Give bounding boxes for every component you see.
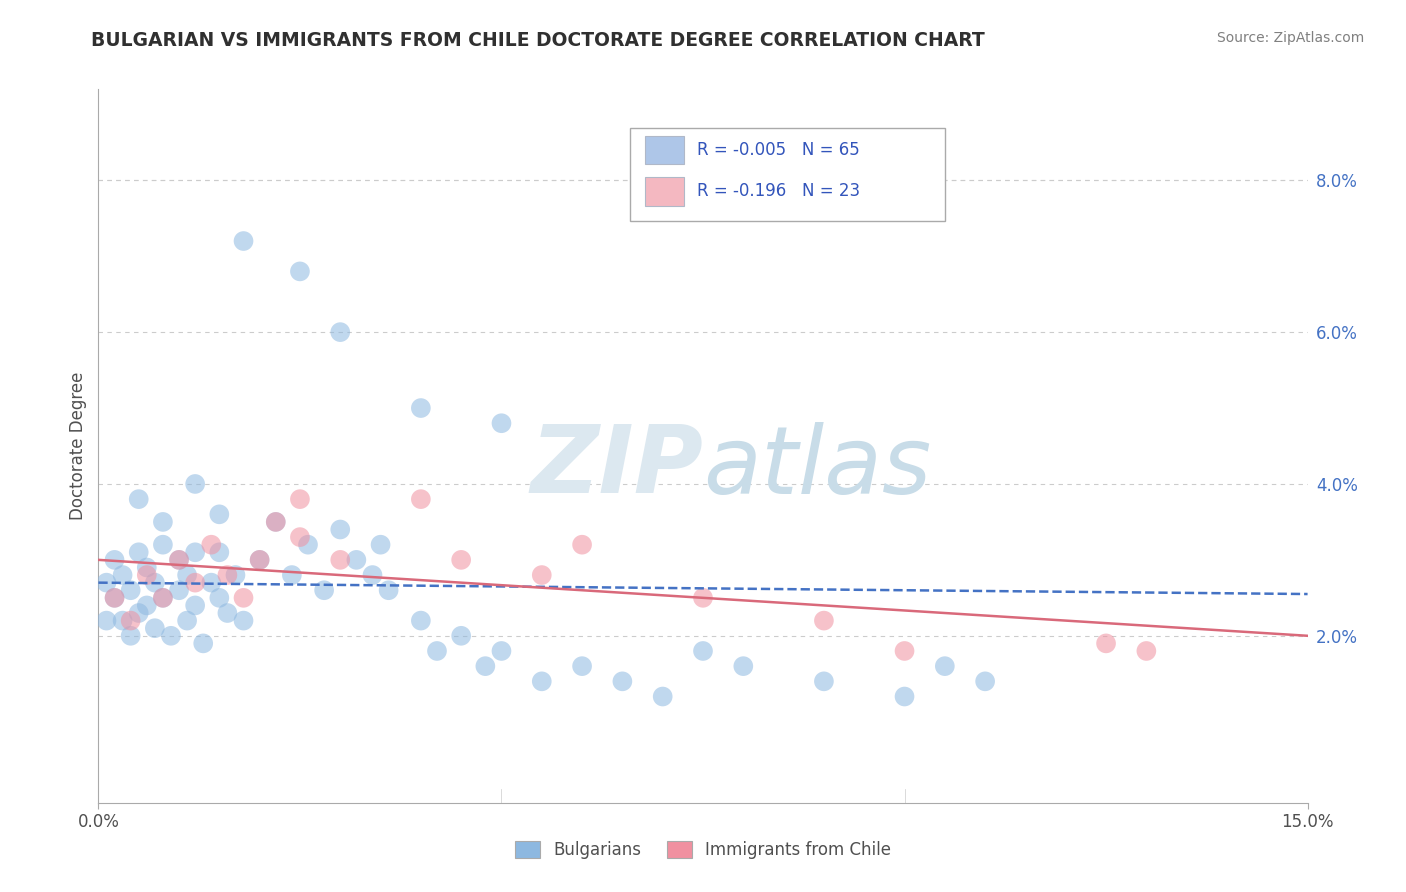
Point (491, 416, 513, 430)
Point (176, 568, 198, 582)
Point (974, 674, 997, 689)
Point (571, 538, 593, 552)
Point (200, 575, 222, 590)
Point (224, 568, 246, 582)
Text: R = -0.196   N = 23: R = -0.196 N = 23 (697, 182, 860, 200)
Text: R = -0.005   N = 65: R = -0.005 N = 65 (697, 141, 859, 159)
Point (111, 614, 134, 628)
Point (184, 599, 207, 613)
Point (152, 591, 174, 605)
Point (128, 492, 150, 507)
Point (733, 659, 755, 673)
Bar (645, 177, 683, 205)
Point (1135, 644, 1157, 658)
Point (96, 575, 118, 590)
Point (135, 599, 157, 613)
Point (692, 591, 714, 605)
Point (612, 674, 634, 689)
Point (329, 553, 352, 567)
Point (184, 477, 207, 491)
Point (344, 553, 367, 567)
Point (450, 553, 472, 567)
Point (167, 553, 190, 567)
Point (264, 515, 287, 529)
Point (893, 690, 915, 704)
Point (200, 538, 222, 552)
Point (167, 583, 190, 598)
Point (143, 575, 166, 590)
Point (813, 674, 835, 689)
Point (893, 644, 915, 658)
Point (409, 401, 432, 415)
Point (176, 614, 198, 628)
Point (426, 644, 449, 658)
Point (103, 591, 125, 605)
Point (288, 492, 311, 507)
Point (530, 674, 553, 689)
Point (152, 591, 174, 605)
Point (128, 606, 150, 620)
Point (288, 264, 311, 278)
Point (152, 515, 174, 529)
Point (184, 575, 207, 590)
Point (120, 614, 142, 628)
Point (813, 614, 835, 628)
Point (249, 553, 271, 567)
Text: BULGARIAN VS IMMIGRANTS FROM CHILE DOCTORATE DEGREE CORRELATION CHART: BULGARIAN VS IMMIGRANTS FROM CHILE DOCTO… (91, 31, 986, 50)
Point (103, 591, 125, 605)
Point (314, 583, 336, 598)
Point (135, 560, 157, 574)
Point (450, 629, 472, 643)
Point (651, 690, 673, 704)
Point (103, 553, 125, 567)
Point (232, 591, 254, 605)
Point (143, 621, 166, 635)
Point (692, 644, 714, 658)
Point (184, 545, 207, 559)
Legend: Bulgarians, Immigrants from Chile: Bulgarians, Immigrants from Chile (509, 834, 897, 866)
Text: ZIP: ZIP (530, 421, 703, 514)
Point (361, 568, 384, 582)
Text: atlas: atlas (703, 422, 931, 513)
Point (934, 659, 956, 673)
Point (329, 523, 352, 537)
Text: Source: ZipAtlas.com: Source: ZipAtlas.com (1216, 31, 1364, 45)
Point (249, 553, 271, 567)
Point (120, 583, 142, 598)
Point (1095, 636, 1118, 650)
Bar (645, 136, 683, 164)
Y-axis label: Doctorate Degree: Doctorate Degree (69, 372, 87, 520)
Point (297, 538, 319, 552)
Point (208, 508, 231, 522)
Point (491, 644, 513, 658)
Point (530, 568, 553, 582)
Point (128, 545, 150, 559)
Point (288, 530, 311, 544)
Point (217, 606, 239, 620)
FancyBboxPatch shape (630, 128, 945, 221)
Point (167, 553, 190, 567)
Point (111, 568, 134, 582)
Point (135, 568, 157, 582)
Point (160, 629, 183, 643)
Point (208, 545, 231, 559)
Point (474, 659, 496, 673)
Point (232, 614, 254, 628)
Point (409, 492, 432, 507)
Point (217, 568, 239, 582)
Point (96, 614, 118, 628)
Point (377, 583, 399, 598)
Point (208, 591, 231, 605)
Point (281, 568, 304, 582)
Point (370, 538, 392, 552)
Point (409, 614, 432, 628)
Point (193, 636, 215, 650)
Point (264, 515, 287, 529)
Point (232, 234, 254, 248)
Point (571, 659, 593, 673)
Point (329, 325, 352, 339)
Point (152, 538, 174, 552)
Point (120, 629, 142, 643)
